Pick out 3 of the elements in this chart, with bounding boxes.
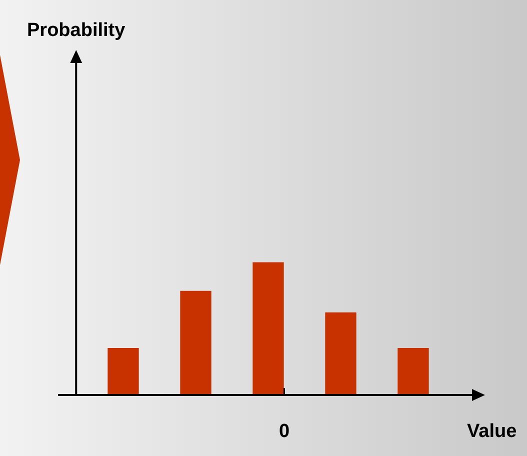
- x-axis-title: Value: [467, 421, 517, 442]
- text: Probability: [27, 20, 126, 41]
- text: 0: [279, 421, 290, 442]
